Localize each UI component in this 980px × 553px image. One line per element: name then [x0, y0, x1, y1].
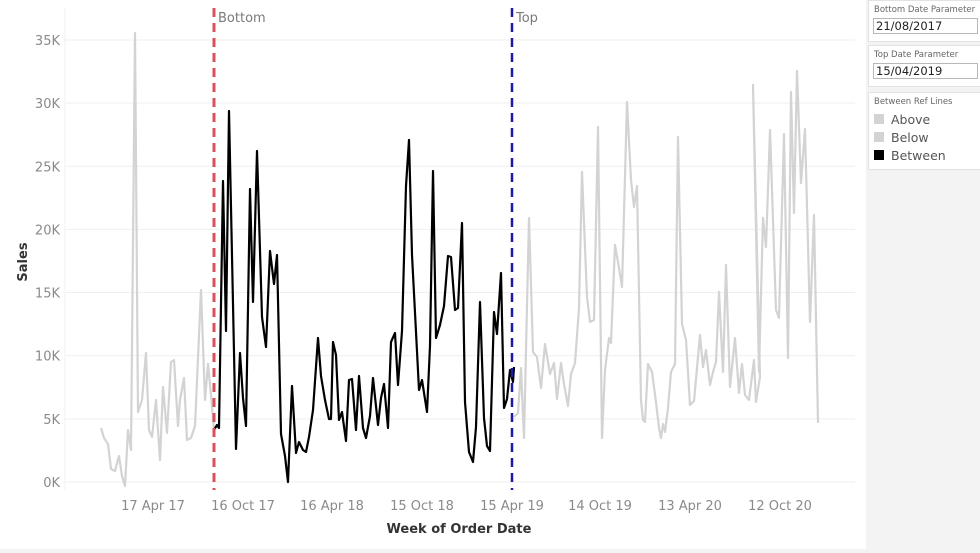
- sales-series: [99, 31, 820, 488]
- bottom-date-parameter-title: Bottom Date Parameter: [874, 5, 976, 15]
- chart-pane: 0K 5K 10K 15K 20K 25K 30K 35K 17 Apr 17 16 Oct 1…: [0, 0, 867, 550]
- reference-lines: Bottom Top: [212, 8, 538, 490]
- x-tick-label: 15 Oct 18: [390, 499, 454, 514]
- y-tick-label: 0K: [43, 476, 60, 491]
- x-tick-label: 17 Apr 17: [121, 499, 185, 514]
- line-chart: 0K 5K 10K 15K 20K 25K 30K 35K 17 Apr 17 16 Oct 1…: [16, 8, 855, 537]
- legend-title: Between Ref Lines: [874, 97, 953, 107]
- x-axis-ticks: 17 Apr 17 16 Oct 17 16 Apr 18 15 Oct 18 15 A…: [121, 499, 812, 514]
- y-tick-label: 15K: [35, 287, 61, 302]
- series-line-below[interactable]: [99, 31, 216, 488]
- below-swatch-icon: [874, 132, 884, 142]
- top-date-input[interactable]: 15/04/2019: [873, 63, 978, 79]
- x-tick-label: 16 Oct 17: [211, 499, 275, 514]
- legend-item-above[interactable]: Above: [869, 110, 980, 128]
- top-date-parameter-title: Top Date Parameter: [874, 50, 959, 60]
- between-swatch-icon: [874, 150, 884, 160]
- series-line-above[interactable]: [513, 69, 820, 440]
- gridlines: [64, 8, 855, 490]
- legend-label-between: Between: [891, 147, 946, 163]
- bottom-date-parameter-card: Bottom Date Parameter 21/08/2017: [868, 0, 980, 42]
- y-tick-label: 35K: [35, 34, 61, 49]
- x-tick-label: 13 Apr 20: [658, 499, 722, 514]
- y-axis-ticks: 0K 5K 10K 15K 20K 25K 30K 35K: [35, 34, 61, 491]
- bottom-scroll-strip: [0, 549, 866, 553]
- top-date-parameter-card: Top Date Parameter 15/04/2019: [868, 45, 980, 87]
- x-tick-label: 14 Oct 19: [568, 499, 632, 514]
- y-tick-label: 10K: [35, 350, 61, 365]
- x-tick-label: 12 Oct 20: [748, 499, 812, 514]
- above-swatch-icon: [874, 114, 884, 124]
- y-axis-title: Sales: [16, 242, 31, 281]
- legend-item-between[interactable]: Between: [869, 146, 980, 164]
- legend-label-above: Above: [891, 111, 931, 127]
- legend-label-below: Below: [891, 129, 929, 145]
- y-tick-label: 5K: [43, 413, 60, 428]
- series-line-between[interactable]: [213, 109, 516, 484]
- y-tick-label: 20K: [35, 223, 61, 238]
- x-tick-label: 16 Apr 18: [300, 499, 364, 514]
- x-axis-title: Week of Order Date: [387, 522, 532, 537]
- ref-label-bottom: Bottom: [218, 11, 266, 26]
- legend-card: Between Ref Lines Above Below Between: [868, 92, 980, 170]
- x-tick-label: 15 Apr 19: [480, 499, 544, 514]
- y-tick-label: 25K: [35, 160, 61, 175]
- ref-label-top: Top: [515, 11, 538, 26]
- y-tick-label: 30K: [35, 97, 61, 112]
- bottom-date-input[interactable]: 21/08/2017: [873, 18, 978, 34]
- legend-item-below[interactable]: Below: [869, 128, 980, 146]
